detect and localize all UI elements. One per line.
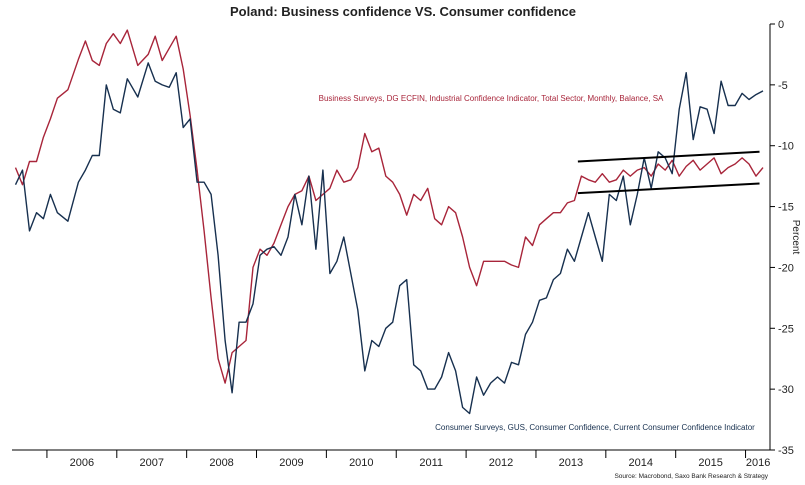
chart-title: Poland: Business confidence VS. Consumer…: [230, 4, 576, 19]
consumer-series-label: Consumer Surveys, GUS, Consumer Confiden…: [435, 423, 755, 432]
x-tick-label: 2014: [629, 457, 653, 469]
source-note: Source: Macrobond, Saxo Bank Research & …: [614, 473, 768, 480]
x-tick-label: 2008: [209, 457, 233, 469]
business-confidence-line: [14, 29, 764, 384]
y-axis: 0 -5 -10 -15 -20 -25 -30 -35: [769, 19, 794, 457]
trend-lines: [577, 150, 760, 195]
y-tick-label: -5: [778, 80, 788, 92]
series: [14, 29, 764, 415]
x-tick-label: 2012: [489, 457, 513, 469]
y-tick-label: -10: [778, 141, 794, 153]
x-tick-label: 2009: [279, 457, 303, 469]
y-tick-label: 0: [778, 19, 784, 31]
y-tick-label: -30: [778, 384, 794, 396]
x-tick-label: 2013: [559, 457, 583, 469]
x-tick-label: 2010: [349, 457, 373, 469]
y-tick-label: -25: [778, 323, 794, 335]
lower-trend-line: [577, 182, 760, 195]
x-tick-label: 2007: [139, 457, 163, 469]
y-tick-label: -35: [778, 445, 794, 457]
consumer-confidence-line: [14, 62, 764, 415]
x-tick-label: 2016: [746, 457, 770, 469]
x-axis: 2006 2007 2008 2009 2010 2011 2012 2013 2014 2015…: [12, 449, 770, 469]
y-tick-label: -15: [778, 202, 794, 214]
x-tick-label: 2015: [698, 457, 722, 469]
y-tick-label: -20: [778, 262, 794, 274]
x-tick-label: 2006: [70, 457, 94, 469]
y-axis-label: Percent: [790, 220, 801, 255]
upper-trend-line: [577, 150, 760, 163]
business-series-label: Business Surveys, DG ECFIN, Industrial C…: [319, 94, 664, 103]
x-tick-label: 2011: [419, 457, 443, 469]
